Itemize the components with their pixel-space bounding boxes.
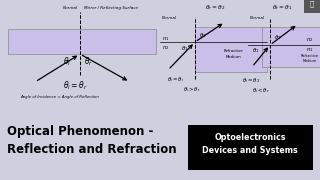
Text: $n_1$: $n_1$ [162,35,169,43]
Text: Refractive: Refractive [301,54,319,58]
Text: Normal: Normal [63,6,78,10]
Text: $\theta_r = \theta_2$: $\theta_r = \theta_2$ [205,3,225,12]
Text: $\theta_2$: $\theta_2$ [199,31,206,40]
Text: Optoelectronics: Optoelectronics [214,133,286,142]
Text: $\theta_1$: $\theta_1$ [252,46,260,55]
Text: $\theta_i = \theta_r$: $\theta_i = \theta_r$ [62,80,87,93]
Text: Optical Phenomenon -: Optical Phenomenon - [7,125,153,138]
Text: $\theta_i = \theta_2$: $\theta_i = \theta_2$ [242,76,260,85]
Text: $\theta_2$: $\theta_2$ [274,33,282,42]
Text: Medium: Medium [303,59,317,63]
Text: $\theta_i = \theta_i$: $\theta_i = \theta_i$ [167,75,184,84]
Text: Medium: Medium [225,55,241,59]
Text: $\theta_1$: $\theta_1$ [181,44,188,53]
Bar [262,27,320,67]
Bar [195,27,267,72]
Text: Devices and Systems: Devices and Systems [202,146,298,155]
Text: $n_1$: $n_1$ [306,46,313,54]
Text: $n_2$: $n_2$ [162,44,169,52]
Text: $\theta_r = \theta_1$: $\theta_r = \theta_1$ [272,3,292,12]
Text: Refractive: Refractive [223,49,243,53]
Text: $n_2$: $n_2$ [306,36,313,44]
Text: ⦿: ⦿ [310,1,314,7]
Text: Mirror / Reflecting Surface: Mirror / Reflecting Surface [84,6,138,10]
Bar [8,29,156,54]
Text: $\theta_i$: $\theta_i$ [63,56,71,69]
Text: $\theta_r$: $\theta_r$ [84,56,93,69]
Text: Normal: Normal [162,16,177,20]
Text: $\theta_i < \theta_r$: $\theta_i < \theta_r$ [252,86,270,95]
Text: $\theta_i > \theta_r$: $\theta_i > \theta_r$ [183,85,201,94]
Bar [188,125,313,170]
Text: Angle of Incidence = Angle of Reflection: Angle of Incidence = Angle of Reflection [20,95,100,99]
Text: Normal: Normal [250,16,265,20]
Text: Reflection and Refraction: Reflection and Refraction [7,143,177,156]
